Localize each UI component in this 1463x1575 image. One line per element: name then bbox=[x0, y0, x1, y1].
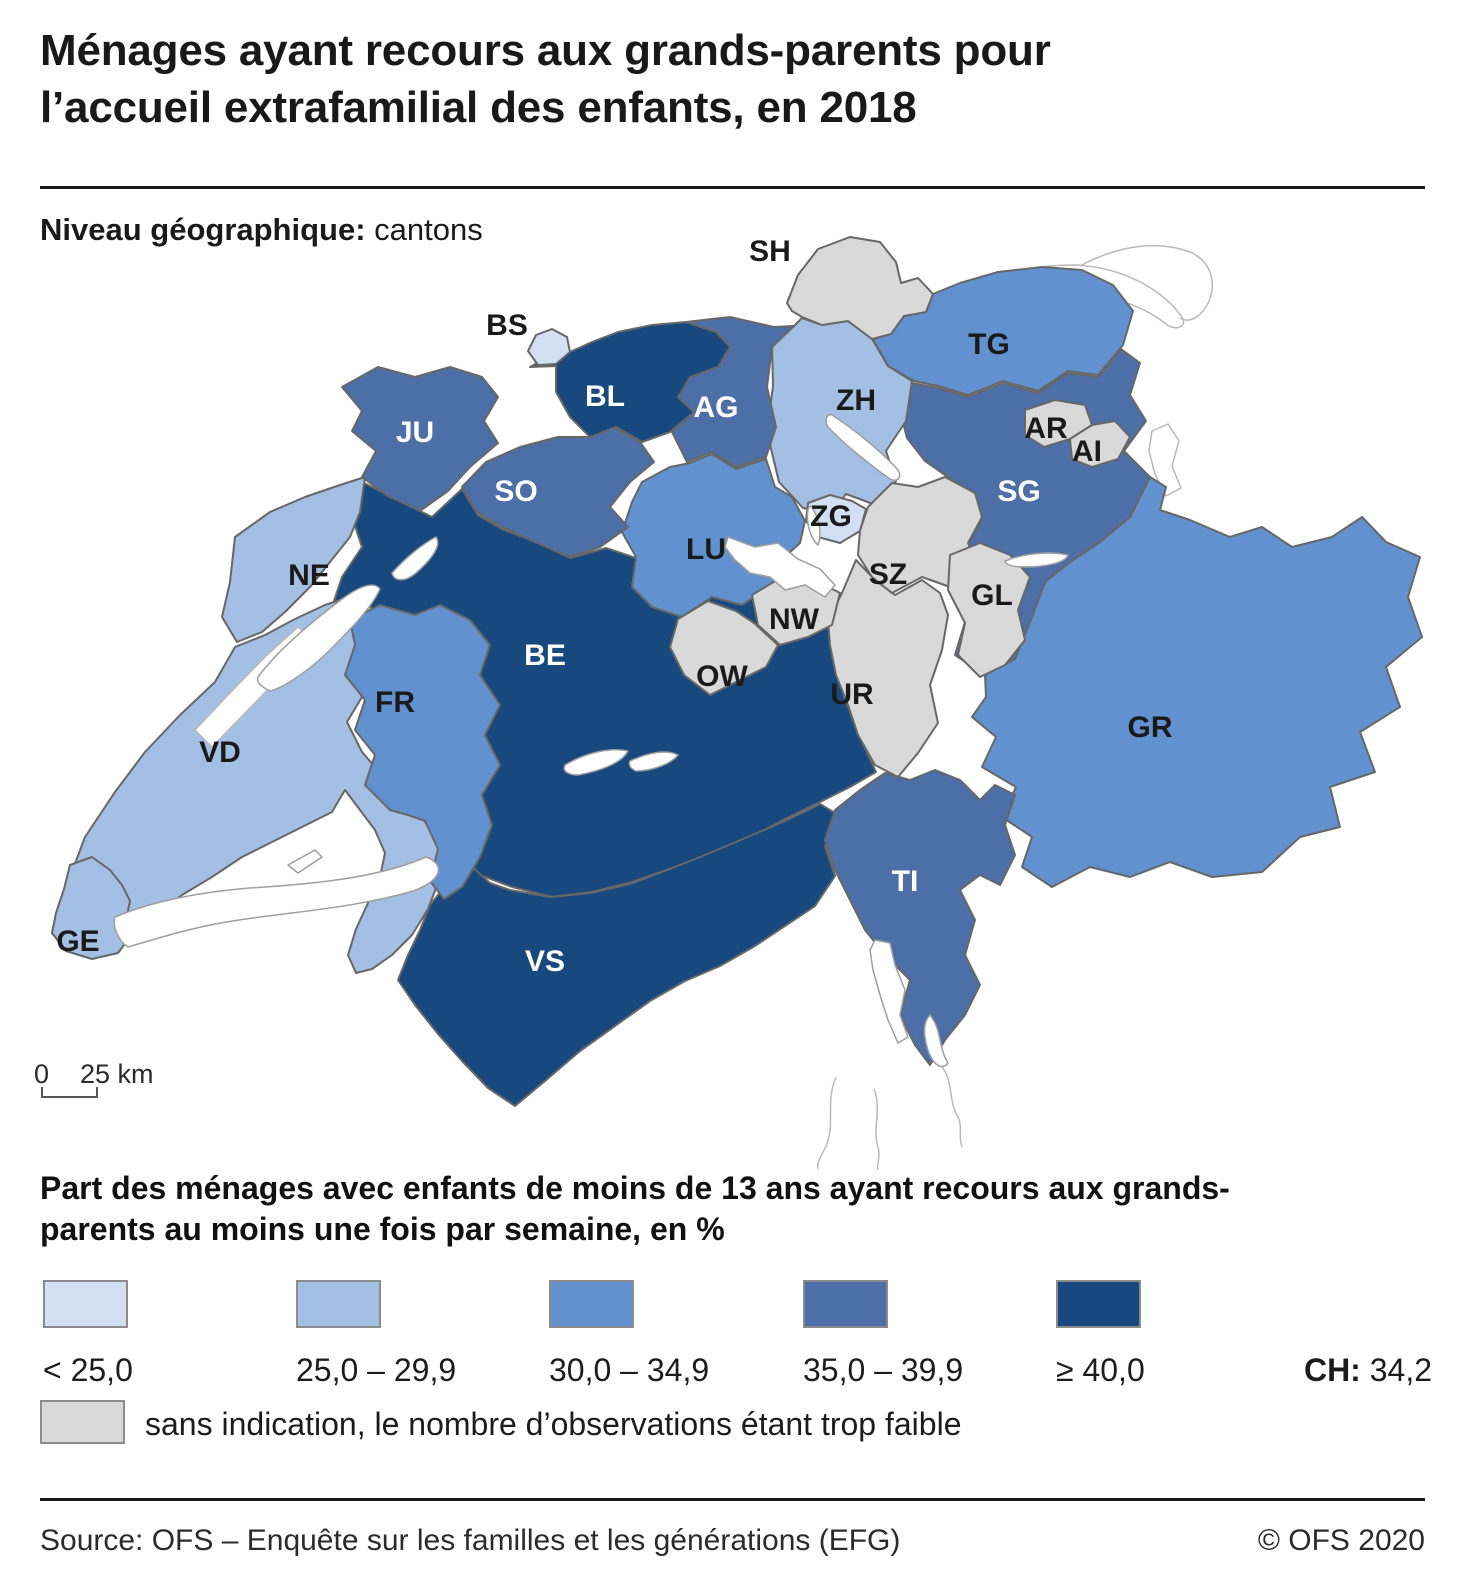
canton-shape-TI bbox=[824, 769, 1016, 1066]
lake-lugano bbox=[923, 1014, 949, 1068]
geo-level-value: cantons bbox=[374, 212, 483, 247]
canton-label-ZG: ZG bbox=[810, 500, 852, 533]
legend-swatch-nodata bbox=[40, 1400, 125, 1444]
lake-thun bbox=[563, 749, 629, 776]
geo-level-label: Niveau géographique: bbox=[40, 212, 366, 247]
canton-label-NW: NW bbox=[769, 603, 820, 636]
scalebar-zero: 0 bbox=[34, 1059, 49, 1089]
canton-label-AR: AR bbox=[1024, 412, 1068, 445]
canton-shape-SH bbox=[786, 236, 934, 340]
canton-label-NE: NE bbox=[288, 559, 330, 592]
italy-border-outline-3 bbox=[941, 1066, 963, 1148]
canton-shape-JU bbox=[341, 366, 499, 512]
legend-swatch-class3 bbox=[549, 1280, 634, 1328]
canton-shape-VS bbox=[397, 803, 841, 1107]
canton-label-VD: VD bbox=[199, 736, 241, 769]
lake-zug bbox=[806, 505, 821, 546]
lake-brienz bbox=[628, 751, 679, 772]
legend-class-label-5: ≥ 40,0 bbox=[1056, 1352, 1145, 1388]
lake-lucerne bbox=[724, 536, 836, 598]
canton-label-BL: BL bbox=[585, 380, 625, 413]
canton-label-FR: FR bbox=[375, 686, 415, 719]
legend-class-label-1: < 25,0 bbox=[43, 1352, 133, 1388]
ch-average: CH: 34,2 bbox=[1304, 1352, 1432, 1389]
canton-label-OW: OW bbox=[696, 660, 748, 693]
canton-label-GE: GE bbox=[56, 925, 99, 958]
canton-label-ZH: ZH bbox=[836, 384, 876, 417]
canton-shape-OW bbox=[669, 600, 779, 696]
scalebar-line bbox=[41, 1087, 98, 1098]
map-scalebar: 0 25 km bbox=[34, 1059, 154, 1098]
legend-swatch-class1 bbox=[43, 1280, 128, 1328]
canton-shape-GE bbox=[51, 856, 131, 960]
canton-label-LU: LU bbox=[686, 533, 726, 566]
canton-shape-BS bbox=[527, 328, 571, 366]
lake-neuchatel bbox=[256, 584, 381, 692]
canton-shape-FR bbox=[344, 604, 501, 900]
legend-nodata-label: sans indication, le nombre d’observation… bbox=[145, 1406, 962, 1442]
lake-maggiore bbox=[869, 939, 909, 1044]
canton-shape-SO bbox=[461, 426, 655, 558]
lake-biel bbox=[391, 536, 439, 581]
canton-label-GR: GR bbox=[1128, 711, 1173, 744]
legend-swatch-class5 bbox=[1056, 1280, 1141, 1328]
lake-walen bbox=[1004, 552, 1069, 568]
footer-divider bbox=[40, 1498, 1425, 1501]
canton-label-TI: TI bbox=[892, 865, 919, 898]
page-title: Ménages ayant recours aux grands-parents… bbox=[40, 26, 1051, 132]
lake-joux bbox=[287, 849, 323, 874]
canton-label-JU: JU bbox=[396, 416, 434, 449]
canton-label-SH: SH bbox=[749, 235, 791, 268]
title-divider bbox=[40, 186, 1425, 189]
canton-label-AI: AI bbox=[1072, 435, 1102, 468]
canton-shape-NE bbox=[221, 476, 366, 643]
canton-label-BS: BS bbox=[486, 309, 528, 342]
italy-border-outline-2 bbox=[873, 1088, 880, 1170]
canton-label-AG: AG bbox=[694, 391, 739, 424]
canton-label-TG: TG bbox=[968, 328, 1010, 361]
ch-average-label: CH: bbox=[1303, 1352, 1361, 1388]
lake-geneva bbox=[113, 856, 440, 948]
footer-source: Source: OFS – Enquête sur les familles e… bbox=[40, 1524, 901, 1557]
canton-label-UR: UR bbox=[830, 678, 874, 711]
canton-shape-AI bbox=[1069, 420, 1131, 468]
canton-shape-GL bbox=[947, 542, 1031, 678]
legend-class-label-4: 35,0 – 39,9 bbox=[803, 1352, 964, 1388]
canton-label-BE: BE bbox=[524, 639, 566, 672]
liechtenstein-outline bbox=[1148, 423, 1182, 497]
rhine-border-outline bbox=[1079, 244, 1214, 321]
legend-class-label-3: 30,0 – 34,9 bbox=[549, 1352, 710, 1388]
canton-label-SZ: SZ bbox=[869, 558, 907, 591]
geo-level: Niveau géographique: cantons bbox=[40, 212, 483, 248]
scalebar-distance-label: 25 km bbox=[80, 1059, 154, 1089]
footer-copyright: © OFS 2020 bbox=[1257, 1524, 1425, 1557]
lake-zurich bbox=[825, 413, 901, 482]
legend-swatch-class2 bbox=[296, 1280, 381, 1328]
legend-class-label-2: 25,0 – 29,9 bbox=[296, 1352, 457, 1388]
canton-label-SG: SG bbox=[997, 475, 1040, 508]
legend-title: Part des ménages avec enfants de moins d… bbox=[40, 1170, 1230, 1247]
canton-shape-VD bbox=[69, 594, 443, 974]
canton-shape-TG bbox=[872, 266, 1134, 396]
canton-label-VS: VS bbox=[525, 945, 565, 978]
italy-border-outline-1 bbox=[816, 1076, 837, 1170]
canton-label-GL: GL bbox=[971, 579, 1013, 612]
canton-label-SO: SO bbox=[494, 475, 537, 508]
legend-swatch-class4 bbox=[803, 1280, 888, 1328]
ch-average-value: 34,2 bbox=[1369, 1352, 1432, 1388]
canton-shape-BL bbox=[529, 321, 731, 443]
